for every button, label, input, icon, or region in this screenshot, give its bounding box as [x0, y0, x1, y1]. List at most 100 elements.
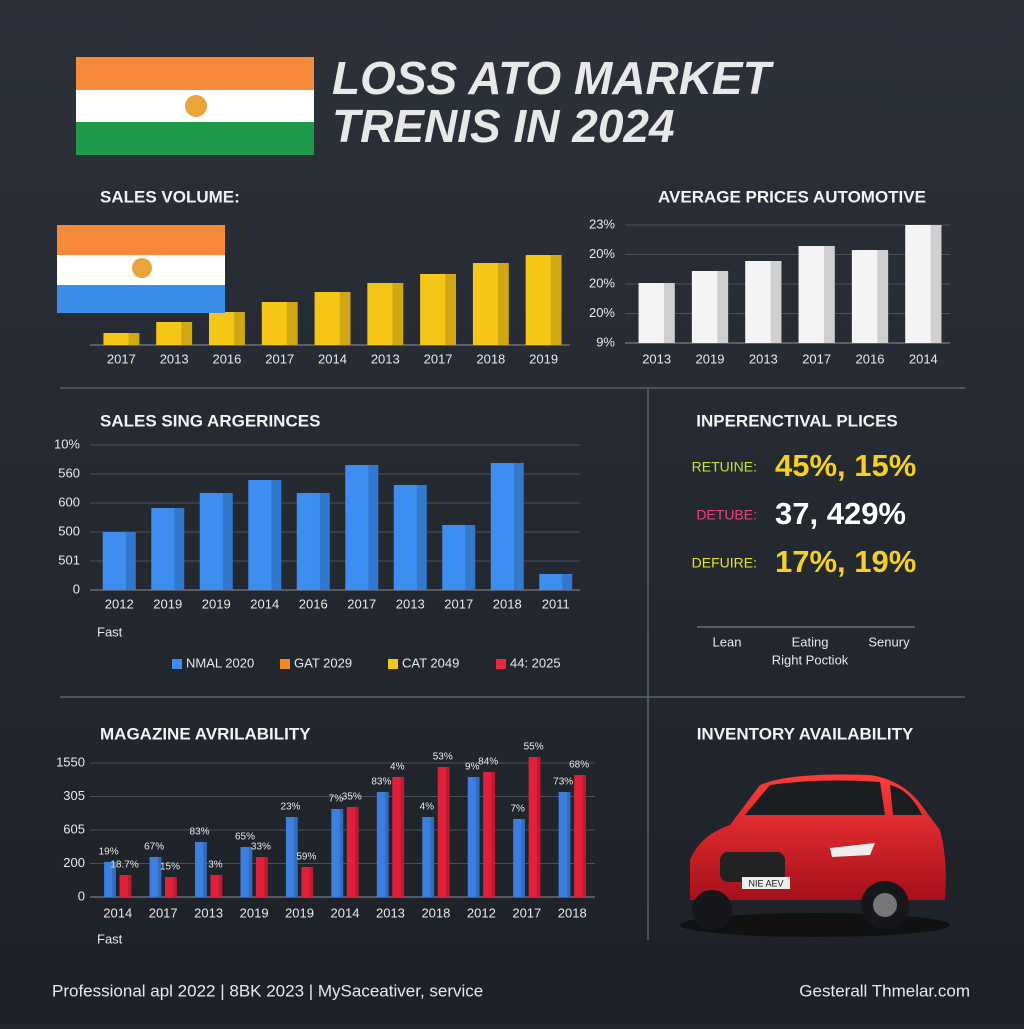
car: NIE AEV	[680, 774, 950, 937]
annotation: 7%	[511, 804, 526, 815]
annotation: 9%	[465, 762, 480, 773]
y-tick-label: 605	[63, 821, 85, 836]
y-tick-label: 0	[73, 581, 80, 596]
bar-side	[264, 857, 268, 897]
bar	[472, 263, 509, 345]
x-tick-label: 2017	[107, 351, 136, 366]
y-tick-label: 600	[58, 494, 80, 509]
x-tick-label: 2019	[696, 351, 725, 366]
bar	[393, 485, 427, 590]
x-tick-label: 2013	[749, 351, 778, 366]
bar-side	[392, 283, 404, 345]
bar-side	[234, 312, 245, 345]
charts: SALES VOLUME: 2017 2013 2016 2017 2014 2013 201…	[54, 187, 950, 946]
bar-side	[173, 877, 177, 897]
x-tick-label: 2013	[371, 351, 400, 366]
bar-side	[339, 809, 344, 897]
y-tick-label: 501	[58, 552, 80, 567]
annotation: 4%	[390, 762, 405, 773]
bar-side	[218, 875, 223, 897]
bar-side	[491, 772, 495, 897]
x-tick-label: 2013	[160, 351, 189, 366]
bar-side	[203, 842, 207, 897]
legend-swatch	[496, 659, 506, 669]
bar	[798, 246, 835, 343]
bar	[745, 261, 782, 343]
x-tick-label: 2017	[265, 351, 294, 366]
x-tick-label: 2019	[240, 905, 269, 920]
legend-swatch	[280, 659, 290, 669]
chart-title: AVERAGE PRICES AUTOMOTIVE	[658, 187, 926, 206]
bar-side	[877, 250, 889, 343]
annotation: 19%	[99, 847, 119, 858]
legend-swatch	[388, 659, 398, 669]
bar	[376, 792, 389, 897]
bar	[539, 574, 573, 590]
y-tick-label: 20%	[589, 246, 615, 261]
x-tick-label: 2018	[476, 351, 505, 366]
y-tick-label: 1550	[56, 754, 85, 769]
bar	[199, 493, 233, 590]
x-tick-label: 2019	[153, 596, 182, 611]
figure-label: DETUBE:	[696, 507, 757, 523]
x-tick-label: 2014	[103, 905, 132, 920]
annotation: 67%	[144, 842, 164, 853]
footer: Gesterall Thmelar.com	[799, 981, 970, 1000]
bar	[195, 842, 207, 897]
bar	[248, 480, 282, 590]
flag	[76, 57, 314, 155]
bar-side	[385, 792, 389, 897]
y-tick-label: 305	[63, 788, 85, 803]
bar	[490, 463, 524, 590]
bar	[528, 757, 541, 897]
x-tick-label: 2018	[558, 905, 587, 920]
annotation: 59%	[296, 852, 316, 863]
annotation: 4%	[420, 802, 435, 813]
bar-side	[550, 255, 562, 345]
bar-side	[125, 532, 136, 590]
bar-side	[174, 508, 185, 590]
bar	[422, 817, 435, 897]
bar-side	[112, 862, 116, 897]
axis-label: Lean	[713, 634, 742, 649]
x-tick-label: 2014	[331, 905, 360, 920]
bar-side	[355, 807, 359, 897]
panel-title: INVENTORY AVAILABILITY	[697, 724, 914, 743]
x-tick-label: 2018	[421, 905, 450, 920]
x-axis-label: Fast	[97, 931, 123, 946]
legend-label: 44: 2025	[510, 655, 561, 670]
x-tick-label: 2016	[856, 351, 885, 366]
x-tick-label: 2019	[529, 351, 558, 366]
bar-side	[339, 292, 351, 345]
y-tick-label: 9%	[596, 334, 615, 349]
annotation: 35%	[342, 792, 362, 803]
x-tick-label: 2017	[512, 905, 541, 920]
x-tick-label: 2014	[250, 596, 279, 611]
bar-side	[271, 480, 282, 590]
bar-side	[286, 302, 298, 345]
x-tick-label: 2019	[285, 905, 314, 920]
x-tick-label: 2014	[318, 351, 347, 366]
title: LOSS ATO MARKET	[332, 52, 775, 104]
x-tick-label: 2019	[202, 596, 231, 611]
bar-side	[309, 867, 314, 897]
axis-label: Eating	[792, 634, 829, 649]
bar	[420, 274, 456, 345]
bar-side	[930, 225, 942, 343]
bar-side	[562, 574, 573, 590]
chart-title: SALES VOLUME:	[100, 187, 240, 206]
bar	[314, 292, 351, 345]
annotation: 18.7%	[110, 860, 138, 871]
x-tick-label: 2013	[396, 596, 425, 611]
annotation: 53%	[433, 752, 453, 763]
bar-side	[248, 847, 253, 897]
bar-side	[498, 263, 509, 345]
y-tick-label: 23%	[589, 216, 615, 231]
x-tick-label: 2016	[212, 351, 241, 366]
bar-side	[222, 493, 233, 590]
annotation: 68%	[569, 760, 589, 771]
annotation: 33%	[251, 842, 271, 853]
annotation: 83%	[371, 777, 391, 788]
figure-value: 45%, 15%	[775, 448, 916, 483]
x-axis-label: Fast	[97, 624, 123, 639]
